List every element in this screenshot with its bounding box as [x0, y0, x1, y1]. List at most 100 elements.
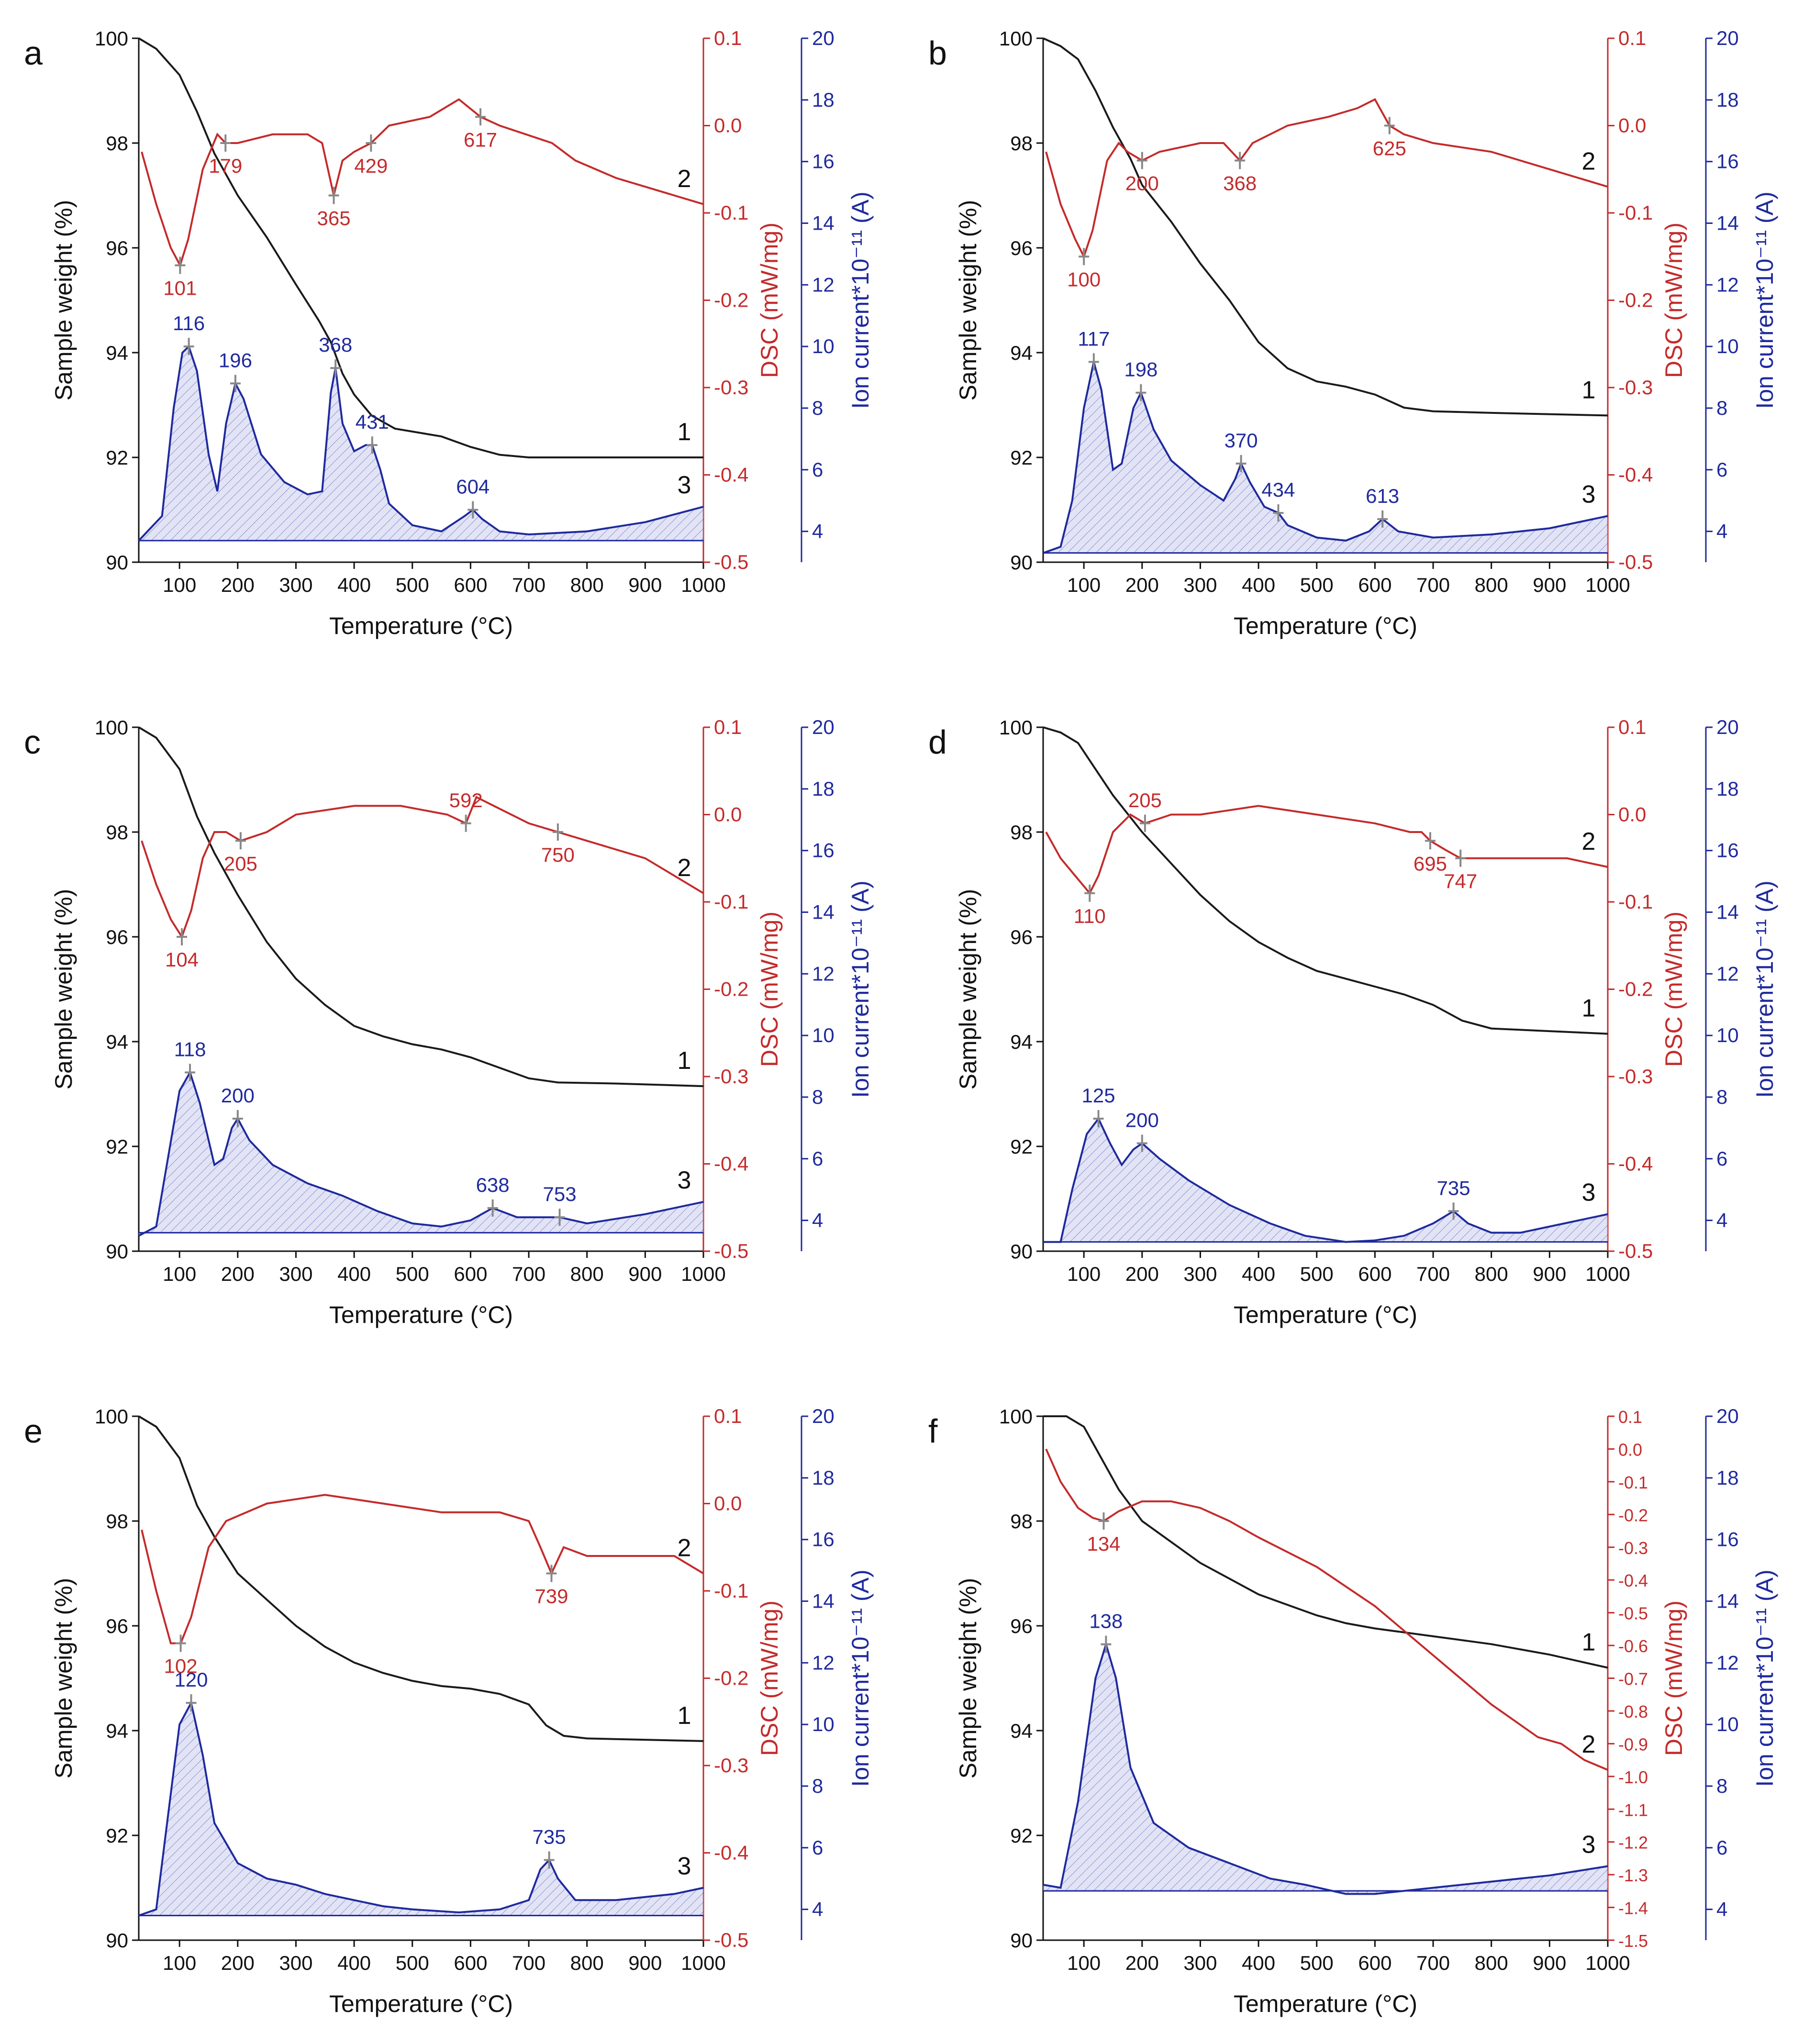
peak-label: 116 [173, 312, 205, 334]
y-ion-tick-label: 14 [1716, 900, 1739, 923]
peak-label: 365 [317, 207, 350, 230]
curve-number: 1 [678, 1047, 691, 1075]
peak-label: 200 [1125, 1109, 1159, 1132]
y-left-tick-label: 98 [106, 1510, 128, 1533]
y-dsc-tick-label: -0.5 [1618, 1604, 1648, 1623]
peak-label: 370 [1224, 429, 1258, 452]
series-line-weight [138, 1415, 704, 1742]
y-ion-tick-label: 12 [812, 962, 835, 985]
x-tick-label: 800 [570, 574, 604, 596]
y-ion-tick-label: 4 [812, 1898, 823, 1921]
y-dsc-tick-label: -0.1 [714, 1579, 748, 1602]
y-left-tick-label: 94 [106, 1031, 128, 1053]
y-ion-tick-label: 20 [1716, 716, 1739, 738]
chart-panel-a: a 100 200 300 400 500 600 700 800 900 1000 Temperat… [24, 27, 874, 639]
y-ion-tick-label: 6 [1716, 1836, 1727, 1859]
x-tick-label: 100 [1067, 1952, 1101, 1974]
x-tick-label: 100 [163, 1952, 196, 1974]
curve-number: 1 [1582, 995, 1596, 1022]
peak-label: 198 [1124, 358, 1157, 381]
x-tick-label: 800 [1475, 1263, 1508, 1285]
y-ion-tick-label: 4 [1716, 1898, 1727, 1921]
y-left-tick-label: 94 [106, 342, 128, 364]
ion-current-area [139, 1703, 703, 1916]
y-ion-tick-label: 12 [1716, 962, 1739, 985]
y-ion-tick-label: 14 [812, 900, 835, 923]
x-tick-label: 900 [628, 1952, 662, 1974]
y-dsc-tick-label: 0.1 [1618, 27, 1646, 49]
y-ion-tick-label: 4 [812, 520, 823, 543]
y-dsc-tick-label: 0.1 [1618, 716, 1646, 738]
x-tick-label: 300 [279, 1263, 312, 1285]
x-tick-label: 600 [454, 1263, 487, 1285]
x-tick-label: 900 [628, 1263, 662, 1285]
y-ion-tick-label: 6 [812, 458, 823, 481]
peak-label: 368 [1223, 172, 1257, 195]
series-line-weight [138, 726, 704, 1088]
y-dsc-tick-label: -1.5 [1618, 1931, 1648, 1951]
y-dsc-tick-label: -0.5 [714, 1240, 748, 1262]
series-line-dsc [141, 98, 704, 268]
peak-label: 625 [1373, 137, 1406, 160]
y-left-tick-label: 92 [1010, 1135, 1033, 1158]
y-ion-axis-label: Ion current*10⁻¹¹ (A) [847, 191, 874, 409]
peak-label: 739 [534, 1585, 568, 1608]
x-tick-label: 900 [1533, 574, 1566, 596]
y-left-tick-label: 94 [1010, 1031, 1033, 1053]
peak-label: 118 [174, 1038, 206, 1060]
curve-number: 1 [1582, 1629, 1596, 1656]
curve-number: 3 [678, 1853, 691, 1880]
ion-current-area [1043, 1644, 1608, 1894]
peak-label: 753 [543, 1183, 576, 1205]
y-dsc-tick-label: -0.1 [714, 890, 748, 913]
x-tick-label: 400 [337, 1263, 371, 1285]
y-ion-tick-label: 20 [812, 1405, 835, 1427]
y-ion-tick-label: 8 [812, 1775, 823, 1797]
chart-panel-e: e 100 200 300 400 500 600 700 800 900 1000 Temperat… [24, 1405, 874, 2017]
peak-label: 125 [1082, 1084, 1115, 1107]
peak-label: 638 [476, 1174, 510, 1196]
chart-panel-c: c 100 200 300 400 500 600 700 800 900 1000 Temperat… [24, 716, 874, 1328]
x-tick-label: 1000 [1585, 1952, 1630, 1974]
y-dsc-tick-label: 0.1 [714, 27, 742, 49]
y-dsc-tick-label: 0.1 [714, 1405, 742, 1427]
y-ion-tick-label: 6 [812, 1836, 823, 1859]
x-tick-label: 100 [163, 574, 196, 596]
y-ion-tick-label: 16 [812, 150, 835, 173]
series-line-weight [1043, 726, 1608, 1035]
x-tick-label: 600 [454, 574, 487, 596]
peak-label: 102 [164, 1655, 198, 1677]
series-line-weight [1043, 37, 1608, 417]
y-ion-tick-label: 14 [812, 1589, 835, 1612]
series-line-dsc [141, 796, 704, 939]
series-line-dsc [1045, 98, 1608, 259]
y-ion-tick-label: 8 [1716, 397, 1727, 419]
y-dsc-tick-label: -0.4 [714, 464, 748, 486]
peak-label: 747 [1444, 870, 1477, 892]
y-ion-tick-label: 4 [812, 1209, 823, 1232]
curve-number: 3 [1582, 1831, 1596, 1858]
y-dsc-tick-label: -0.1 [1618, 201, 1653, 224]
ion-current-area [139, 1072, 703, 1236]
y-dsc-tick-label: -0.2 [714, 1667, 748, 1689]
y-dsc-tick-label: -0.5 [714, 551, 748, 573]
curve-number: 3 [1582, 480, 1596, 508]
peak-label: 429 [354, 155, 388, 177]
x-tick-label: 900 [1533, 1263, 1566, 1285]
x-tick-label: 200 [1125, 574, 1159, 596]
y-dsc-tick-label: -0.3 [714, 1065, 748, 1088]
peak-label: 179 [209, 155, 242, 177]
y-ion-tick-label: 12 [812, 273, 835, 296]
y-dsc-axis-label: DSC (mW/mg) [756, 1600, 783, 1756]
y-ion-tick-label: 10 [1716, 1713, 1739, 1735]
y-ion-tick-label: 18 [812, 89, 835, 111]
y-dsc-tick-label: -1.2 [1618, 1833, 1648, 1853]
peak-label: 750 [541, 844, 575, 866]
y-left-tick-label: 94 [1010, 342, 1033, 364]
y-dsc-tick-label: 0.0 [714, 1492, 742, 1515]
y-dsc-tick-label: 0.1 [1618, 1407, 1642, 1427]
y-dsc-tick-label: -0.3 [714, 376, 748, 399]
y-ion-tick-label: 10 [812, 1713, 835, 1735]
x-tick-label: 700 [512, 574, 545, 596]
peak-label: 434 [1261, 478, 1295, 501]
